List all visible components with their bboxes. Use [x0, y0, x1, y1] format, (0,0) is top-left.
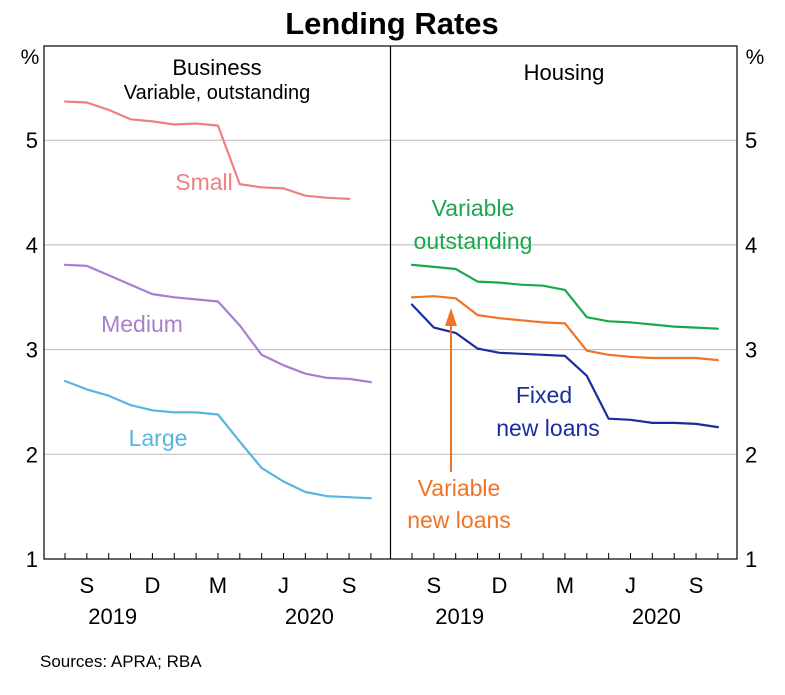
series-label-small: Small: [175, 169, 233, 195]
y-tick-label-left: 4: [26, 233, 38, 258]
y-tick-label-right: 5: [745, 128, 757, 153]
series-line-variable-outstanding: [410, 263, 720, 330]
x-year-label: 2020: [632, 604, 681, 629]
business-panel-subtitle: Variable, outstanding: [124, 82, 310, 104]
x-tick-label: S: [427, 573, 442, 598]
annotation-arrow-head: [445, 308, 457, 326]
x-tick-label: S: [342, 573, 357, 598]
series-label-fixed-new-line2: new loans: [496, 415, 600, 441]
chart-title: Lending Rates: [285, 6, 499, 41]
y-tick-label-right: 4: [745, 233, 757, 258]
x-year-label: 2019: [435, 604, 484, 629]
y-tick-label-right: 2: [745, 442, 757, 467]
y-unit-right: %: [746, 46, 765, 69]
series-line-variable-new-loans: [410, 295, 720, 362]
y-tick-label-left: 5: [26, 128, 38, 153]
x-year-label: 2020: [285, 604, 334, 629]
x-axis-ticks: S D M J S 2019 2020 S D M J S 2019 2020: [64, 553, 719, 629]
source-note: Sources: APRA; RBA: [40, 652, 202, 671]
series-lines: [63, 100, 720, 500]
series-label-medium: Medium: [101, 311, 183, 337]
x-tick-label: M: [209, 573, 227, 598]
series-line-fixed-new-loans: [410, 303, 720, 429]
business-panel-title: Business: [172, 55, 261, 80]
x-tick-label: J: [625, 573, 636, 598]
x-tick-label: J: [278, 573, 289, 598]
housing-panel-title: Housing: [524, 60, 605, 85]
series-line-medium: [63, 263, 372, 384]
series-line-large: [63, 379, 372, 500]
x-tick-label: D: [144, 573, 160, 598]
x-tick-label: S: [80, 573, 95, 598]
series-label-large: Large: [129, 425, 188, 451]
series-label-variable-outstanding-line2: outstanding: [414, 228, 533, 254]
y-tick-label-left: 2: [26, 442, 38, 467]
series-label-variable-outstanding-line1: Variable: [432, 195, 515, 221]
y-axis-ticks: 1 1 2 2 3 3 4 4 5 5: [26, 128, 758, 572]
series-label-variable-new-line1: Variable: [418, 475, 501, 501]
y-tick-label-left: 1: [26, 547, 38, 572]
x-tick-label: S: [689, 573, 704, 598]
series-label-fixed-new-line1: Fixed: [516, 382, 572, 408]
series-line-small: [63, 100, 351, 200]
y-unit-left: %: [21, 46, 40, 69]
x-tick-label: D: [491, 573, 507, 598]
y-tick-label-right: 3: [745, 338, 757, 363]
x-tick-label: M: [556, 573, 574, 598]
x-year-label: 2019: [88, 604, 137, 629]
y-tick-label-left: 3: [26, 338, 38, 363]
y-tick-label-right: 1: [745, 547, 757, 572]
series-label-variable-new-line2: new loans: [407, 507, 511, 533]
